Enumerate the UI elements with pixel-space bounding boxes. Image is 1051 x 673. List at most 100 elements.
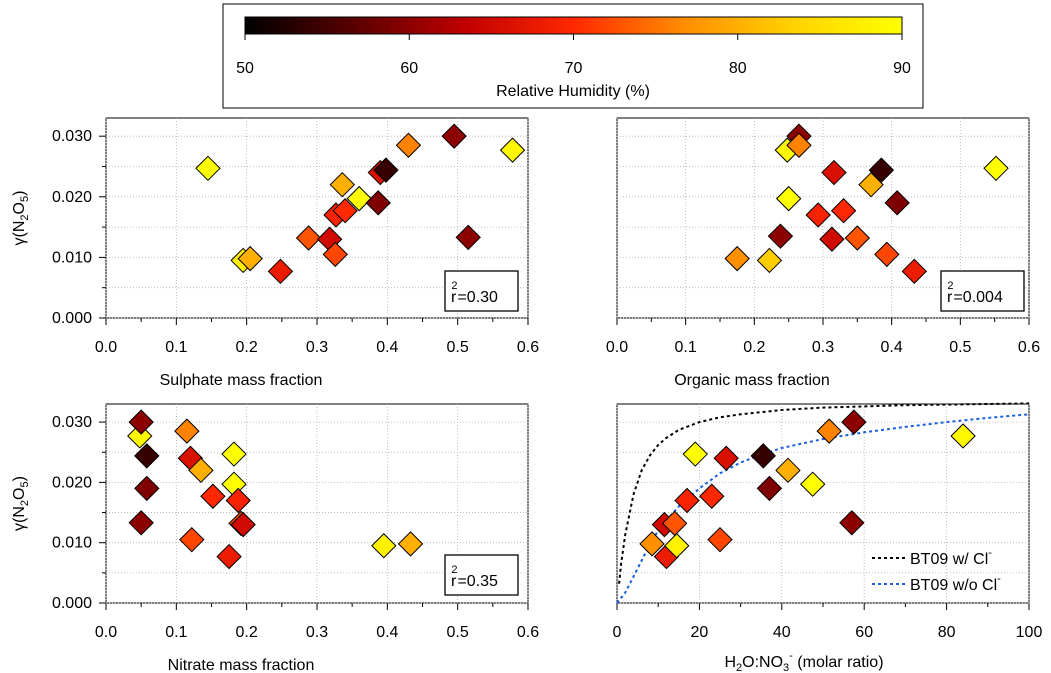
x-axis-label: H2O:NO3- (molar ratio) [724, 650, 883, 673]
x-tick-label: 20 [691, 624, 709, 641]
data-point [830, 198, 857, 224]
y-tick-label: 0.000 [52, 595, 92, 612]
legend-label: BT09 w/o Cl- [910, 573, 1001, 594]
x-tick-label: 0.2 [236, 624, 258, 641]
x-tick-label: 0.0 [606, 339, 628, 356]
data-point [295, 225, 322, 251]
colorbar-ticks: 50 60 70 80 90 [236, 34, 911, 77]
panel-sulphate: 0.0 0.1 0.2 0.3 0.4 0.5 0.6 0.000 0.010 0.020 0.03… [11, 117, 539, 389]
y-tick-label: 0.030 [52, 128, 92, 145]
data-point [441, 123, 467, 149]
data-point [322, 241, 348, 268]
panel-organic: 0.0 0.1 0.2 0.3 0.4 0.5 0.6 Organic mass fracti… [606, 117, 1040, 389]
data-point [371, 533, 397, 559]
data-point [767, 223, 794, 249]
y-tick-label: 0.010 [52, 249, 92, 266]
x-tick-label: 0.2 [236, 339, 258, 356]
data-point [756, 475, 783, 502]
data-point [682, 441, 708, 467]
colorbar-label: Relative Humidity (%) [496, 83, 650, 100]
data-point [674, 487, 700, 514]
data-point [195, 155, 221, 182]
r2-box [444, 270, 519, 312]
data-point [901, 258, 928, 285]
r2-annotation: r2=0.30 [451, 280, 498, 306]
colorbar-tick-label: 80 [729, 60, 747, 77]
data-point [216, 543, 242, 570]
data-point [237, 245, 263, 272]
colorbar: 50 60 70 80 90 Relative Humidity (%) [222, 3, 924, 109]
data-point [188, 457, 214, 484]
x-tick-label: 60 [855, 624, 873, 641]
x-tick-label: 0.2 [743, 339, 765, 356]
data-point [775, 185, 802, 212]
data-point [267, 258, 294, 285]
x-tick-label: 0.5 [447, 339, 469, 356]
data-point [819, 226, 845, 252]
data-point [179, 526, 205, 553]
data-point [805, 202, 831, 228]
x-tick-label: 0.6 [517, 339, 539, 356]
r2-annotation: r2=0.004 [947, 280, 1003, 306]
data-point [775, 457, 801, 484]
data-point [750, 443, 776, 469]
data-point [397, 531, 424, 557]
data-point [839, 510, 865, 536]
data-point [884, 190, 910, 216]
data-point [816, 418, 842, 444]
data-point [664, 533, 690, 559]
colorbar-tick-label: 50 [236, 60, 254, 77]
data-point [329, 171, 356, 198]
x-tick-label: 0.5 [447, 624, 469, 641]
y-tick-label: 0.020 [52, 189, 92, 206]
data-point [332, 198, 358, 224]
y-axis-label: γ(N2O5) [11, 476, 31, 531]
x-axis-label: Organic mass fraction [674, 372, 830, 389]
colorbar-gradient [244, 16, 903, 35]
x-tick-label: 40 [773, 624, 791, 641]
data-point [950, 423, 976, 449]
data-point [821, 159, 847, 186]
legend: BT09 w/ Cl- BT09 w/o Cl- [872, 547, 1001, 594]
y-axis-label: γ(N2O5) [11, 191, 31, 246]
data-point [841, 409, 867, 435]
x-tick-label: 0.6 [1018, 339, 1040, 356]
x-tick-label: 0.1 [675, 339, 697, 356]
data-point [174, 418, 200, 444]
colorbar-tick-label: 90 [893, 60, 911, 77]
x-tick-label: 80 [938, 624, 956, 641]
x-tick-label: 0.0 [95, 624, 117, 641]
x-tick-label: 0.6 [517, 624, 539, 641]
data-point [844, 225, 871, 251]
y-tick-label: 0.020 [52, 474, 92, 491]
data-point [983, 155, 1009, 182]
data-point [134, 475, 160, 502]
data-point [128, 510, 154, 536]
data-point [373, 157, 399, 183]
data-point [221, 441, 247, 467]
panel-nitrate: 0.0 0.1 0.2 0.3 0.4 0.5 0.6 0.000 0.010 0.020 0.03… [11, 403, 539, 673]
x-tick-label: 0.3 [306, 624, 328, 641]
data-point [699, 483, 725, 509]
data-point [786, 132, 812, 158]
data-point [134, 443, 160, 469]
series-line-bt09-with-cl [618, 402, 1030, 584]
data-point [858, 171, 884, 198]
x-tick-label: 0.4 [376, 339, 398, 356]
x-tick-label: 0.3 [812, 339, 834, 356]
panel-water-nitrate: 0 20 40 60 80 100 H2O:NO3- (molar ratio) BT09 w… [613, 402, 1042, 673]
x-tick-label: 0.1 [165, 624, 187, 641]
x-tick-label: 0.4 [881, 339, 903, 356]
data-point [707, 526, 733, 553]
data-point [230, 511, 256, 538]
data-point [200, 483, 226, 509]
data-point [346, 185, 372, 212]
data-point [128, 409, 154, 435]
legend-label: BT09 w/ Cl- [910, 547, 992, 568]
data-point [756, 247, 783, 274]
x-tick-label: 0.0 [95, 339, 117, 356]
r2-box [940, 270, 1025, 312]
data-point [868, 157, 895, 183]
y-tick-label: 0.010 [52, 535, 92, 552]
